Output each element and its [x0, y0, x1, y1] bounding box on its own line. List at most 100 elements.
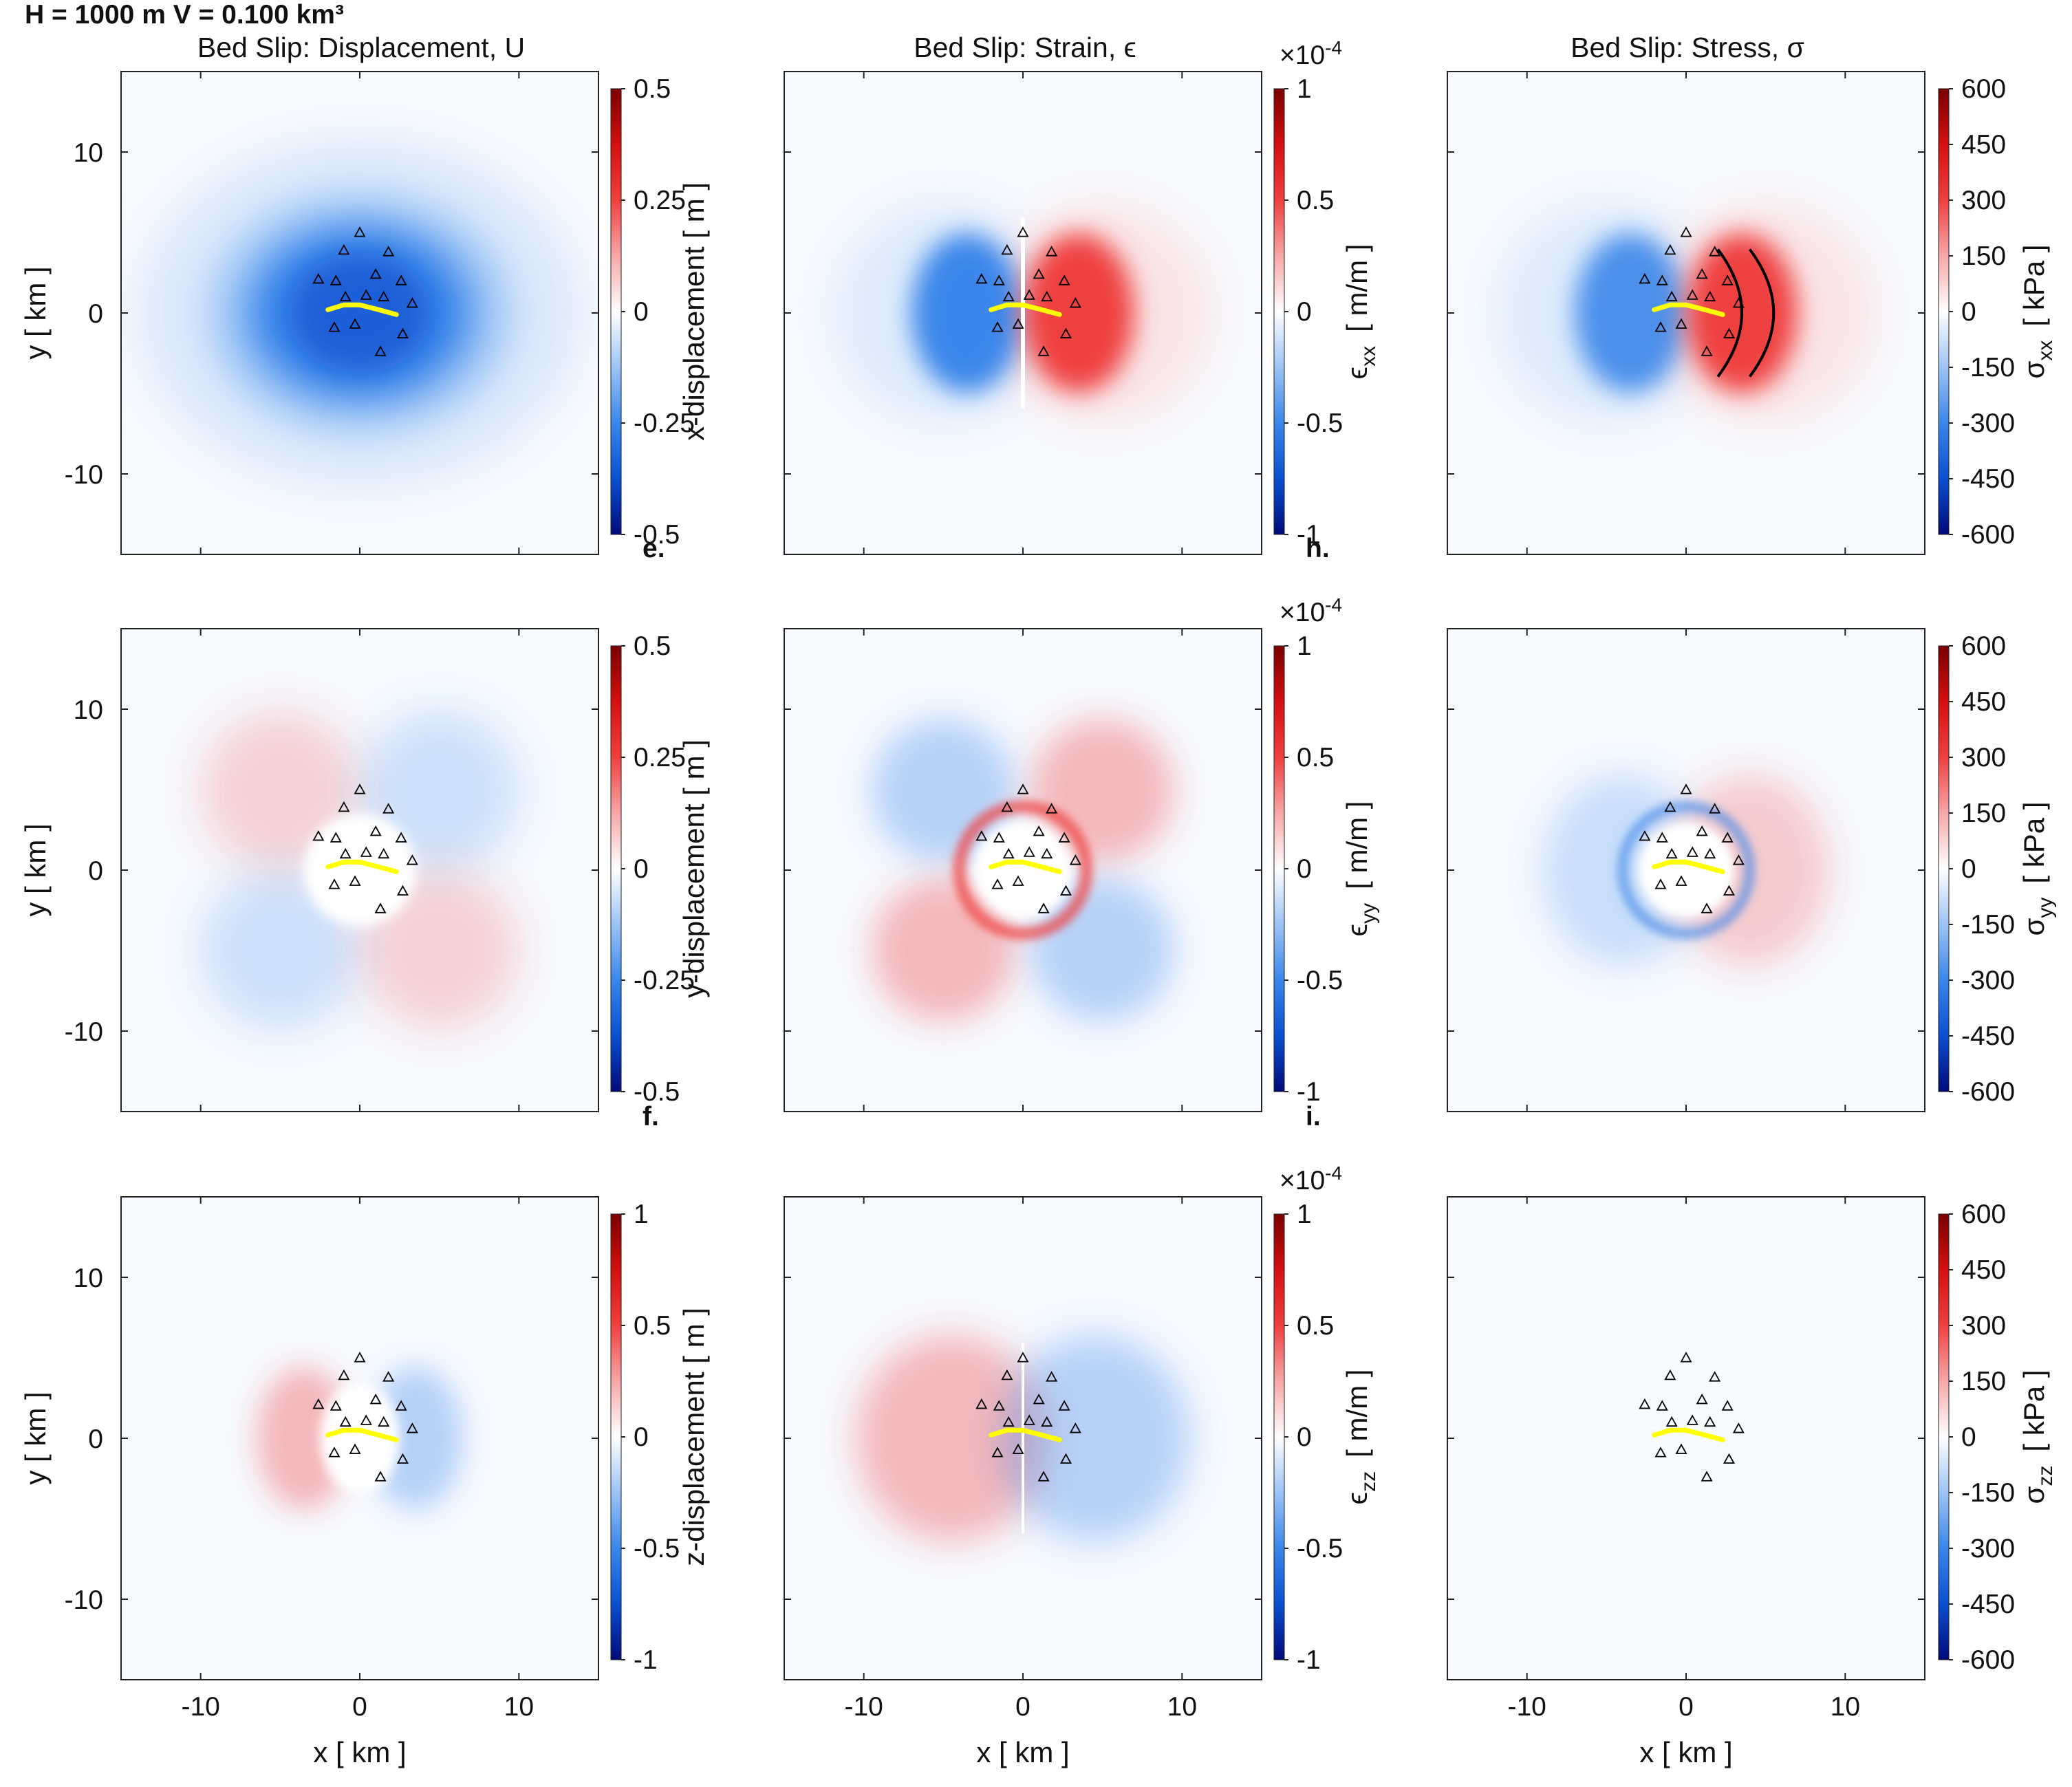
multiplier-base: ×10: [1280, 1166, 1325, 1195]
contour-line: [1716, 248, 1743, 378]
heatmap-field: [856, 1334, 1190, 1542]
station-marker: [369, 825, 382, 836]
panel-r2-c2: 1 0.5 0 -0.5 -1 ϵyy [ m/m ] ×10-4: [784, 594, 1380, 1112]
station-marker: [1704, 847, 1716, 859]
station-marker: [1665, 1416, 1678, 1427]
station-marker: [328, 1447, 341, 1458]
field-divider: [1022, 1343, 1024, 1534]
station-marker: [1664, 243, 1676, 255]
station-marker: [1680, 226, 1692, 237]
station-marker: [339, 847, 352, 859]
station-marker: [378, 290, 390, 302]
station-marker: [1654, 1447, 1667, 1458]
colorbar-label-subscript: yy: [2034, 898, 2057, 918]
colorbar-tick-label: -600: [1961, 1645, 2015, 1675]
station-marker: [1680, 783, 1692, 794]
colorbar-label: z-displacement [ m ]: [678, 1308, 710, 1566]
field-divider: [1021, 217, 1025, 409]
station-marker: [360, 1414, 372, 1425]
multiplier-exponent: -4: [1325, 1162, 1342, 1184]
fault-trace-line: [989, 1427, 1062, 1442]
station-marker: [1704, 1416, 1716, 1427]
colorbar-tick-label: -450: [1961, 1590, 2015, 1619]
colorbar: [1273, 88, 1285, 535]
colorbar-tick-label: -0.5: [634, 520, 680, 550]
fault-trace-line: [1652, 859, 1725, 874]
colorbar: [610, 88, 622, 535]
station-marker: [1686, 1414, 1698, 1425]
station-marker: [1686, 289, 1698, 300]
fault-trace-line: [1652, 1427, 1725, 1442]
colorbar-tick-label: 150: [1961, 241, 2006, 271]
panel-r3-c1: -10 0 10 10 0 -10 y [ km ] x [ km ] 1 0.5 0 -0.5 -1 z…: [19, 1196, 710, 1768]
contour-line: [1748, 248, 1776, 378]
field-ring: [1617, 801, 1756, 940]
panel-r1-c3: 600 450 300 150 0 -150 -300 -450 -600 σxx [ kPa ]: [1447, 71, 2057, 555]
colorbar-tick-label: 0: [634, 297, 649, 327]
station-marker: [406, 297, 418, 308]
panel-grid: 100-10y [ km ]0.50.250-0.25-0.5x-displac…: [19, 37, 2057, 1768]
x-axis-label: x [ km ]: [976, 1736, 1069, 1768]
station-marker: [312, 273, 325, 284]
station-marker: [1701, 1471, 1713, 1482]
colorbar-tick-label: 0.25: [634, 186, 686, 215]
colorbar-tick-label: 600: [1961, 74, 2006, 104]
colorbar-label: σzz [ kPa ]: [2018, 1370, 2057, 1504]
y-tick-label: 10: [74, 138, 103, 168]
heatmap-field: [1495, 202, 1877, 424]
colorbar-tick-label: -0.5: [634, 1534, 680, 1563]
station-marker: [1046, 246, 1058, 257]
colorbar-tick-label: 450: [1961, 1255, 2006, 1285]
y-tick-label: -10: [65, 1585, 103, 1615]
heatmap-field: [1542, 775, 1830, 966]
station-marker: [1012, 318, 1024, 329]
colorbar-tick-label: 0.25: [634, 743, 686, 772]
colorbar-tick-label: 0: [1297, 854, 1312, 884]
station-marker: [406, 854, 418, 865]
station-marker: [360, 289, 372, 300]
colorbar-tick-label: -450: [1961, 464, 2015, 494]
colorbar-tick-label: -1: [1297, 1645, 1321, 1675]
colorbar-tick-label: -0.25: [634, 966, 695, 995]
colorbar: [610, 645, 622, 1092]
colorbar: [1938, 645, 1950, 1092]
station-marker: [1033, 268, 1045, 279]
station-marker: [354, 783, 366, 794]
station-marker: [354, 226, 366, 237]
y-tick-label: 0: [88, 856, 103, 886]
station-marker: [1001, 243, 1013, 255]
y-tick-label: 10: [74, 1264, 103, 1293]
colorbar-tick-label: 1: [634, 1200, 649, 1229]
station-marker: [1696, 268, 1708, 279]
field-lobe: [911, 233, 1023, 393]
col-title-displacement: Bed Slip: Displacement, U: [197, 32, 525, 63]
station-marker: [1709, 246, 1721, 257]
colorbar-tick-label: -0.25: [634, 409, 695, 438]
colorbar-multiplier: ×10-4: [1280, 37, 1342, 70]
figure-header: H = 1000 m V = 0.100 km³: [25, 0, 344, 30]
x-tick-label: -10: [181, 1692, 219, 1722]
colorbar-label: σxx [ kPa ]: [2018, 245, 2057, 379]
station-marker: [338, 1369, 350, 1380]
colorbar-tick-label: 1: [1297, 1200, 1312, 1229]
field-ring: [953, 800, 1093, 940]
station-marker: [330, 1400, 342, 1411]
colorbar: [1938, 88, 1950, 535]
station-marker: [1012, 875, 1024, 886]
station-marker: [1686, 846, 1698, 857]
y-tick-label: 10: [74, 695, 103, 725]
colorbar-tick-label: -1: [1297, 520, 1321, 550]
field-lobe: [256, 1366, 352, 1510]
station-marker: [1046, 803, 1058, 814]
station-marker: [1665, 847, 1678, 859]
station-marker: [993, 1400, 1005, 1411]
station-marker: [1701, 345, 1713, 356]
station-marker: [349, 1443, 361, 1454]
station-marker: [975, 1398, 988, 1409]
y-axis-label: y [ km ]: [19, 1391, 52, 1484]
colorbar-tick-label: -0.5: [1297, 409, 1343, 438]
x-tick-label: 10: [1167, 1692, 1197, 1722]
x-tick-label: 10: [1831, 1692, 1860, 1722]
colorbar-tick-label: 0: [1297, 297, 1312, 327]
